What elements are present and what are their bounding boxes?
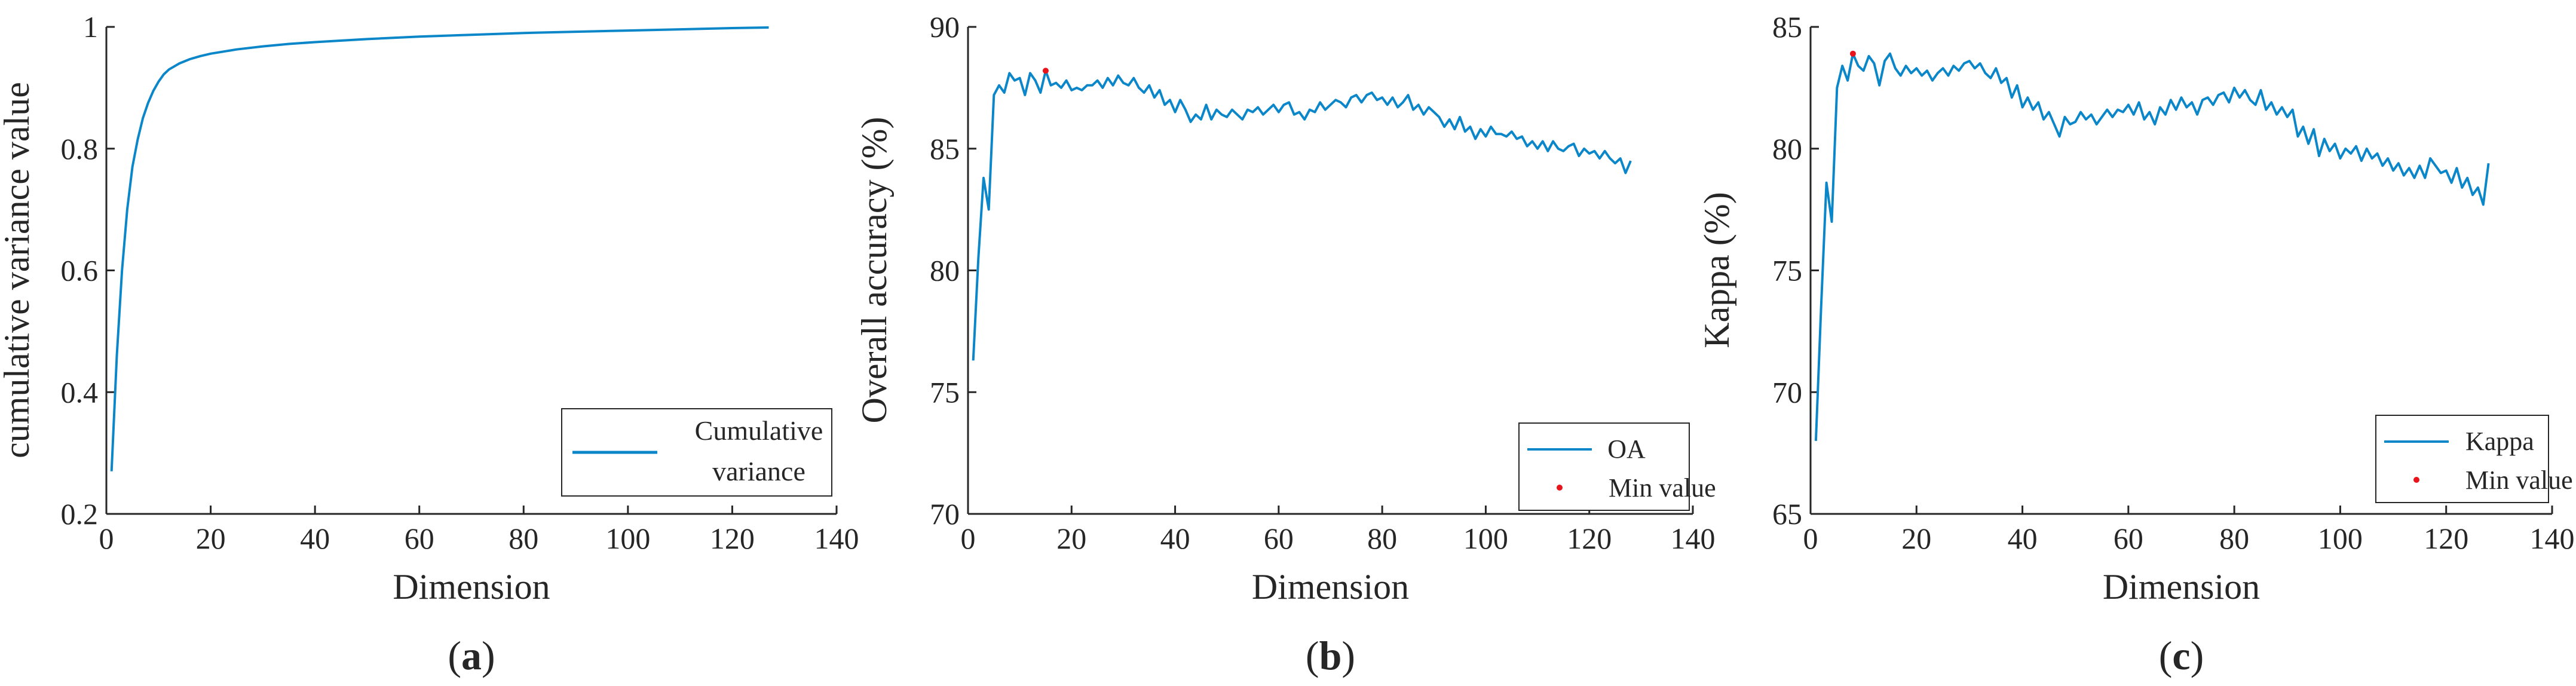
chart-panel-a: 0 20 40 60 80 100 120 140 0.2 0.4 0.6 0.8 1 Dimension… xyxy=(0,10,859,678)
y-tick-label: 0.8 xyxy=(61,132,99,166)
x-tick-label: 100 xyxy=(605,522,650,555)
x-tick-label: 40 xyxy=(1160,522,1190,555)
x-axis-label: Dimension xyxy=(2103,567,2260,607)
legend-box xyxy=(1518,422,1690,511)
x-axis-label: Dimension xyxy=(393,567,550,607)
x-tick-label: 80 xyxy=(1367,522,1397,555)
x-tick-label: 140 xyxy=(1671,522,1716,555)
legend-box xyxy=(2375,415,2549,503)
x-tick-label: 120 xyxy=(710,522,755,555)
y-tick-label: 80 xyxy=(930,254,960,287)
legend-label: variance xyxy=(712,456,805,486)
x-tick-label: 20 xyxy=(196,522,226,555)
legend-label: Kappa xyxy=(2465,427,2534,456)
x-tick-label: 0 xyxy=(99,522,114,555)
y-tick-label: 85 xyxy=(930,132,960,166)
panel-label: (a) xyxy=(448,633,495,678)
x-tick-label: 120 xyxy=(2424,522,2468,555)
x-tick-label: 140 xyxy=(2530,522,2575,555)
series-line xyxy=(110,26,769,471)
y-tick-label: 0.6 xyxy=(61,254,99,287)
y-tick-label: 70 xyxy=(930,497,960,531)
min-value-marker xyxy=(1042,68,1049,74)
legend: OA Min value xyxy=(1518,422,1716,511)
x-tick-label: 40 xyxy=(300,522,330,555)
x-tick-label: 40 xyxy=(2008,522,2038,555)
chart-panel-b: 0 20 40 60 80 100 120 140 70 75 80 85 90 Dimension Ove… xyxy=(854,10,1716,678)
y-tick-label: 1 xyxy=(83,10,98,44)
y-tick-label: 65 xyxy=(1772,497,1802,531)
legend: Cumulative variance xyxy=(561,408,832,497)
panel-label: (c) xyxy=(2159,633,2204,678)
y-tick-label: 80 xyxy=(1772,132,1802,166)
panel-label: (b) xyxy=(1306,633,1355,678)
x-tick-label: 20 xyxy=(1056,522,1086,555)
legend-label: Min value xyxy=(2465,466,2573,495)
x-tick-label: 140 xyxy=(814,522,859,555)
x-tick-label: 60 xyxy=(405,522,434,555)
y-axis-label: Kappa (%) xyxy=(1697,192,1736,348)
x-tick-label: 60 xyxy=(1264,522,1294,555)
x-tick-label: 80 xyxy=(509,522,538,555)
y-tick-label: 0.2 xyxy=(61,497,99,531)
y-tick-label: 75 xyxy=(930,375,960,409)
series-line xyxy=(972,69,1632,361)
x-tick-label: 100 xyxy=(2318,522,2363,555)
legend-marker-swatch xyxy=(2413,477,2419,483)
x-tick-label: 120 xyxy=(1567,522,1612,555)
y-axis-label: Overall accuracy (%) xyxy=(854,117,894,424)
y-tick-label: 0.4 xyxy=(61,375,99,409)
x-tick-label: 60 xyxy=(2114,522,2143,555)
x-tick-label: 0 xyxy=(1803,522,1818,555)
y-tick-label: 70 xyxy=(1772,375,1802,409)
legend: Kappa Min value xyxy=(2375,415,2573,503)
y-tick-label: 75 xyxy=(1772,254,1802,287)
x-tick-label: 100 xyxy=(1463,522,1508,555)
series-line xyxy=(1814,52,2490,441)
min-value-marker xyxy=(1849,50,1856,57)
y-tick-label: 85 xyxy=(1772,10,1802,44)
x-tick-label: 0 xyxy=(961,522,976,555)
x-axis-label: Dimension xyxy=(1252,567,1409,607)
y-tick-label: 90 xyxy=(930,10,960,44)
legend-label: Min value xyxy=(1609,473,1716,503)
y-axis-label: cumulative variance value xyxy=(0,82,36,458)
chart-panel-c: 0 20 40 60 80 100 120 140 65 70 75 80 85 Dimension Kap… xyxy=(1697,10,2575,678)
legend-label: OA xyxy=(1607,434,1646,464)
x-tick-label: 20 xyxy=(1901,522,1931,555)
legend-marker-swatch xyxy=(1557,485,1563,491)
x-tick-label: 80 xyxy=(2219,522,2249,555)
legend-label: Cumulative xyxy=(695,415,823,446)
